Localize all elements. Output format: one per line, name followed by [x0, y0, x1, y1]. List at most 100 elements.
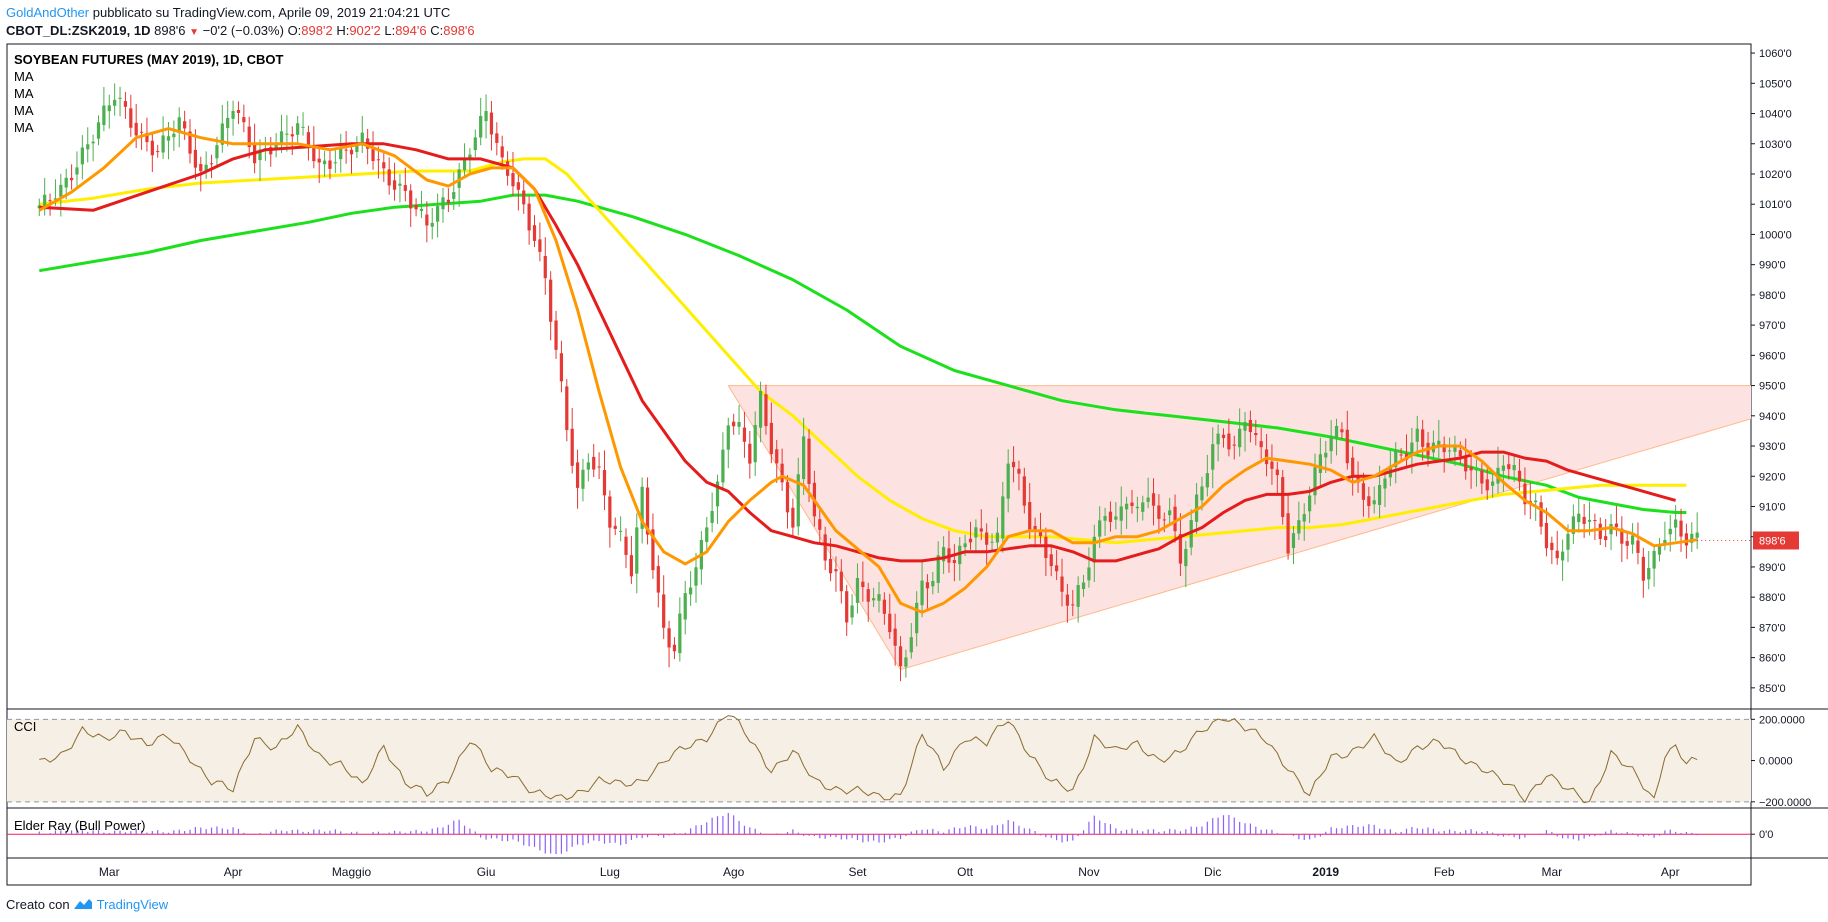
candle-down: [1162, 519, 1166, 521]
candle-up: [990, 541, 994, 543]
close-label: C:: [430, 23, 444, 38]
candle-up: [1119, 506, 1123, 521]
candle-up: [1534, 500, 1538, 503]
candle-up: [279, 131, 284, 143]
candle-down: [129, 108, 133, 128]
candle-up: [1146, 497, 1150, 502]
price-tick-label: 970'0: [1759, 320, 1786, 332]
tradingview-link[interactable]: TradingView: [96, 897, 169, 912]
candle-down: [371, 149, 375, 162]
candle-down: [845, 591, 849, 623]
candle-down: [608, 496, 612, 528]
candle-down: [199, 164, 203, 172]
candle-down: [1254, 433, 1258, 436]
candle-up: [635, 527, 639, 574]
cci-label[interactable]: CCI: [14, 719, 36, 734]
candle-up: [96, 122, 101, 139]
candle-down: [1641, 556, 1645, 581]
last-price-marker: 898'6: [1697, 531, 1799, 550]
cci-pane: 200.0000 0.0000 −200.0000: [7, 714, 1811, 809]
time-axis-label: Set: [848, 865, 867, 879]
last-price-badge-label: 898'6: [1759, 535, 1786, 547]
cci-line: [39, 715, 1698, 804]
candle-down: [629, 555, 634, 577]
candle-down: [328, 160, 332, 169]
candle-down: [882, 599, 886, 614]
candle-down: [624, 536, 628, 555]
candle-up: [322, 160, 327, 165]
candle-up: [995, 532, 1000, 543]
candle-down: [1582, 516, 1586, 524]
candle-down: [575, 462, 580, 488]
candle-up: [1415, 428, 1419, 442]
candle-up: [226, 117, 230, 128]
high-value: 902'2: [349, 23, 381, 38]
ma-mid-line: [39, 142, 1677, 563]
candle-down: [1485, 479, 1489, 491]
ma-label-2[interactable]: MA: [14, 86, 34, 101]
candle-up: [1243, 422, 1247, 431]
candle-down: [306, 132, 311, 148]
candle-down: [570, 428, 574, 466]
candle-down: [925, 582, 930, 589]
candle-up: [161, 135, 165, 153]
candle-up: [683, 593, 687, 620]
cci-tick-label: −200.0000: [1759, 797, 1811, 809]
candle-down: [1620, 528, 1624, 544]
ma-label-1[interactable]: MA: [14, 69, 34, 84]
candle-down: [952, 560, 956, 564]
open-value: 898'2: [301, 23, 333, 38]
candle-up: [958, 545, 962, 565]
publisher-link[interactable]: GoldAndOther: [6, 5, 90, 20]
candle-down: [1684, 533, 1689, 546]
candle-down: [1275, 469, 1279, 476]
candle-up: [850, 605, 854, 618]
candle-down: [1108, 511, 1113, 522]
ma-line-2: [39, 142, 1677, 563]
candle-down: [1345, 429, 1349, 464]
candle-up: [430, 222, 434, 227]
candle-up: [1087, 567, 1091, 581]
candle-up: [231, 110, 235, 119]
candle-up: [1695, 532, 1699, 538]
candle-up: [215, 145, 219, 159]
ma-line-3: [39, 157, 1687, 545]
candle-down: [888, 613, 892, 633]
price-axis: 1060'0 1050'0 1040'0 1030'0 1020'0 1010'0 1000…: [1751, 48, 1792, 695]
candle-down: [656, 566, 660, 593]
candle-up: [1410, 442, 1414, 455]
candle-down: [667, 628, 671, 648]
candle-up: [855, 578, 860, 603]
price-tick-label: 1000'0: [1759, 229, 1792, 241]
candle-down: [979, 528, 983, 532]
candle-up: [1663, 539, 1667, 544]
time-axis-label: Lug: [600, 865, 620, 879]
candle-up: [462, 158, 467, 171]
candle-down: [1340, 429, 1344, 433]
price-tick-label: 960'0: [1759, 350, 1786, 362]
candle-up: [1474, 469, 1479, 471]
candle-down: [209, 163, 214, 165]
candle-down: [317, 158, 321, 163]
candle-down: [1038, 529, 1043, 537]
elder-ray-label[interactable]: Elder Ray (Bull Power): [14, 818, 146, 833]
candle-up: [802, 436, 806, 480]
ma-label-3[interactable]: MA: [14, 103, 34, 118]
candle-up: [1453, 444, 1457, 452]
candle-down: [1270, 461, 1274, 469]
candle-down: [543, 255, 547, 279]
candle-down: [559, 353, 564, 382]
candle-down: [823, 534, 827, 561]
candle-up: [339, 147, 343, 160]
candle-up: [1092, 536, 1096, 563]
candle-up: [1630, 535, 1635, 545]
candle-down: [549, 279, 553, 322]
candle-up: [904, 657, 908, 667]
open-label: O:: [287, 23, 302, 38]
candle-down: [382, 162, 386, 169]
candle-up: [452, 192, 456, 199]
ma-label-4[interactable]: MA: [14, 120, 34, 135]
candle-down: [592, 456, 596, 470]
candle-down: [1028, 502, 1032, 532]
